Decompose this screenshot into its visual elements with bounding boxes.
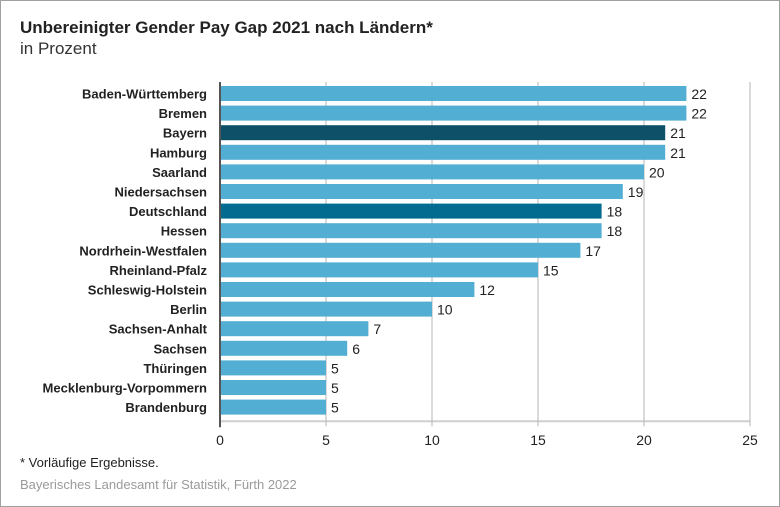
category-label: Sachsen-Anhalt xyxy=(109,322,208,337)
category-label: Sachsen xyxy=(154,341,208,356)
category-label: Thüringen xyxy=(143,361,207,376)
category-label: Mecklenburg-Vorpommern xyxy=(43,381,208,396)
footnote: * Vorläufige Ergebnisse. xyxy=(20,455,159,470)
x-tick-label: 5 xyxy=(322,432,330,448)
value-label: 18 xyxy=(607,223,623,239)
value-label: 22 xyxy=(691,86,707,102)
x-axis-ticks: 0 5 10 15 20 25 xyxy=(216,432,758,448)
source-note: Bayerisches Landesamt für Statistik, Für… xyxy=(20,477,297,492)
value-label: 10 xyxy=(437,302,453,318)
value-label: 5 xyxy=(331,380,339,396)
category-label: Schleswig-Holstein xyxy=(88,283,207,298)
x-tick-label: 15 xyxy=(530,432,546,448)
bar xyxy=(220,203,602,219)
bar xyxy=(220,262,538,278)
value-label: 20 xyxy=(649,164,665,180)
category-label: Nordrhein-Westfalen xyxy=(79,243,207,258)
value-label: 5 xyxy=(331,400,339,416)
bar xyxy=(220,125,666,141)
bar xyxy=(220,105,687,121)
chart-title: Unbereinigter Gender Pay Gap 2021 nach L… xyxy=(20,18,433,37)
bar xyxy=(220,360,326,376)
x-tick-label: 25 xyxy=(742,432,758,448)
category-label: Berlin xyxy=(170,302,207,317)
bar xyxy=(220,399,326,415)
category-label: Bayern xyxy=(163,126,207,141)
category-label: Deutschland xyxy=(129,204,207,219)
category-label: Saarland xyxy=(152,165,207,180)
bars xyxy=(220,86,687,415)
bar xyxy=(220,282,475,297)
value-label: 6 xyxy=(352,341,360,357)
value-label: 17 xyxy=(585,243,601,259)
category-label: Hamburg xyxy=(150,145,207,160)
bar xyxy=(220,144,666,160)
value-label: 7 xyxy=(373,321,381,337)
category-label: Hessen xyxy=(161,224,207,239)
x-tick-label: 20 xyxy=(636,432,652,448)
value-label: 12 xyxy=(479,282,495,298)
value-label: 22 xyxy=(691,106,707,122)
category-label: Rheinland-Pfalz xyxy=(109,263,207,278)
value-label: 19 xyxy=(628,184,644,200)
value-label: 15 xyxy=(543,262,559,278)
bar xyxy=(220,380,326,395)
value-label: 5 xyxy=(331,360,339,376)
bar xyxy=(220,223,602,239)
x-tick-label: 0 xyxy=(216,432,224,448)
category-label: Niedersachsen xyxy=(115,185,208,200)
x-tick-label: 10 xyxy=(424,432,440,448)
bar xyxy=(220,86,687,101)
bar xyxy=(220,242,581,258)
value-label: 21 xyxy=(670,145,686,161)
category-label: Baden-Württemberg xyxy=(82,87,207,102)
bar xyxy=(220,164,644,180)
bar xyxy=(220,184,623,199)
chart-subtitle: in Prozent xyxy=(20,39,97,58)
value-label: 18 xyxy=(607,204,623,220)
value-label: 21 xyxy=(670,125,686,141)
category-label: Brandenburg xyxy=(125,400,207,415)
bar xyxy=(220,340,348,356)
category-labels: Baden-Württemberg Bremen Bayern Hamburg Saar… xyxy=(43,87,208,416)
bar xyxy=(220,321,369,337)
bar xyxy=(220,301,432,317)
category-label: Bremen xyxy=(159,106,207,121)
